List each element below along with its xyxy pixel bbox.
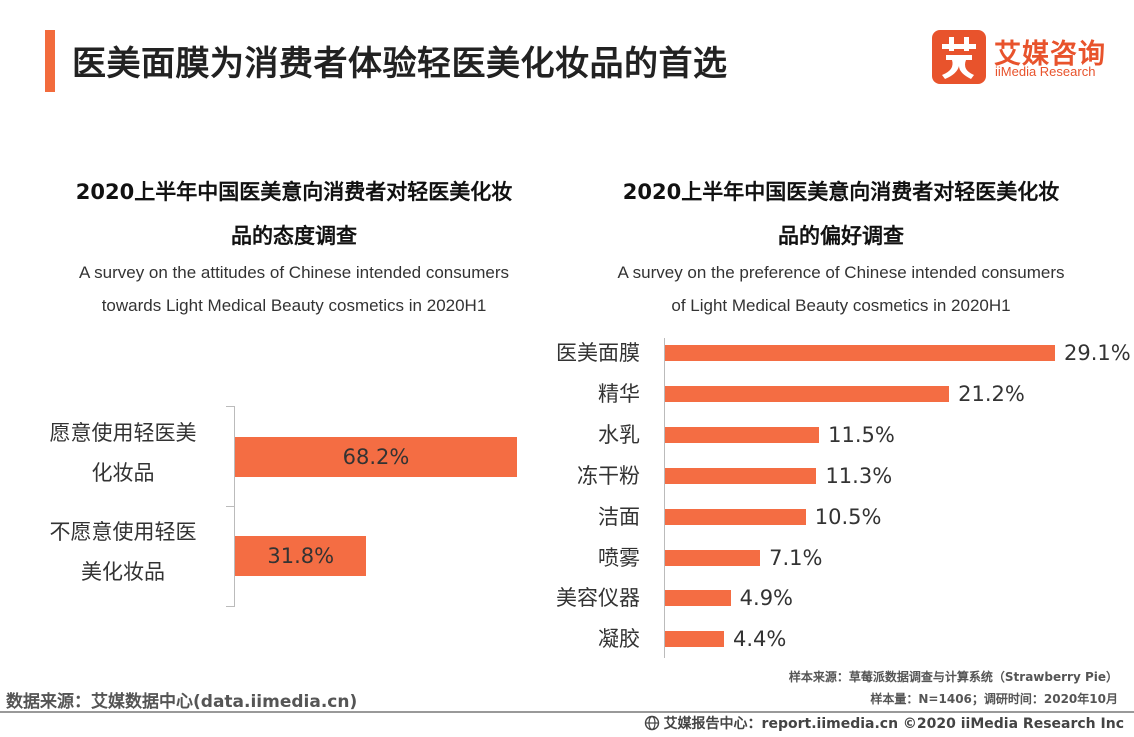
right-chart-value-label: 11.3% — [825, 463, 893, 488]
left-chart-subtitle-line-1: A survey on the attitudes of Chinese int… — [79, 263, 509, 282]
right-chart-bar — [665, 590, 731, 607]
brand-logo: 艾媒咨询 iiMedia Research — [932, 30, 1122, 86]
page-title: 医美面膜为消费者体验轻医美化妆品的首选 — [72, 44, 728, 84]
left-chart-category-line: 化妆品 — [91, 461, 155, 485]
right-chart-category-label: 美容仪器 — [556, 586, 640, 611]
right-chart-value-label: 29.1% — [1064, 341, 1131, 365]
footer-divider — [0, 711, 1134, 713]
right-chart-category-label: 凝胶 — [598, 627, 640, 652]
left-chart-value-label: 31.8% — [267, 544, 335, 568]
right-chart-bar — [665, 549, 761, 566]
right-chart-bar — [665, 426, 820, 443]
footer-text: 艾媒报告中心：report.iimedia.cn ©2020 iiMedia R… — [663, 716, 1124, 732]
right-chart-category-label: 医美面膜 — [556, 341, 640, 365]
logo-mark-icon — [932, 30, 986, 84]
right-chart-subtitle-line-1: A survey on the preference of Chinese in… — [617, 263, 1065, 282]
logo-cn-text: 艾媒咨询 — [994, 39, 1106, 70]
left-chart-title: 2020上半年中国医美意向消费者对轻医美化妆 品的态度调查 — [20, 170, 568, 258]
right-chart-bar — [665, 345, 1055, 361]
right-chart-axis — [664, 338, 665, 658]
right-chart-category-label: 精华 — [598, 381, 640, 406]
right-chart-subtitle: A survey on the preference of Chinese in… — [568, 256, 1114, 322]
sample-size-note: 样本量：N=1406；调研时间：2020年10月 — [870, 692, 1118, 706]
right-chart-category-label: 喷雾 — [598, 545, 640, 570]
left-chart-bar — [235, 536, 367, 576]
right-chart-category-label: 洁面 — [598, 504, 640, 529]
left-chart-title-line-2: 品的态度调查 — [231, 224, 357, 248]
right-chart-value-label: 4.4% — [732, 627, 787, 652]
left-chart-tick — [226, 606, 235, 607]
globe-icon — [644, 715, 659, 731]
left-chart-category-line: 愿意使用轻医美 — [49, 421, 197, 445]
right-chart-title-line-1: 2020上半年中国医美意向消费者对轻医美化妆 — [622, 180, 1060, 204]
left-chart-category-label: 不愿意使用轻医 美化妆品 — [28, 512, 218, 592]
left-chart-category-line: 不愿意使用轻医 — [49, 520, 197, 544]
right-chart-title: 2020上半年中国医美意向消费者对轻医美化妆 品的偏好调查 — [568, 170, 1114, 258]
left-chart-category-label: 愿意使用轻医美 化妆品 — [28, 413, 218, 493]
sample-source-note: 样本来源：草莓派数据调查与计算系统（Strawberry Pie） — [788, 670, 1118, 684]
left-chart-title-line-1: 2020上半年中国医美意向消费者对轻医美化妆 — [75, 180, 513, 204]
left-chart-bar — [235, 437, 517, 477]
right-chart-value-label: 10.5% — [814, 504, 882, 529]
left-chart-subtitle-line-2: towards Light Medical Beauty cosmetics i… — [101, 296, 487, 315]
right-chart-bar — [665, 631, 724, 648]
data-source: 数据来源：艾媒数据中心(data.iimedia.cn) — [6, 692, 358, 712]
right-chart-bar — [665, 508, 806, 525]
right-chart-value-label: 11.5% — [828, 422, 895, 447]
right-chart-category-label: 冻干粉 — [577, 463, 640, 488]
right-chart-value-label: 21.2% — [958, 381, 1025, 406]
right-chart-value-label: 4.9% — [739, 586, 794, 611]
left-chart-subtitle: A survey on the attitudes of Chinese int… — [20, 256, 568, 322]
right-chart-category-label: 水乳 — [598, 422, 640, 447]
left-chart-value-label: 68.2% — [342, 445, 410, 469]
left-chart-tick — [226, 506, 235, 507]
left-chart-tick — [226, 406, 235, 407]
footer: 艾媒报告中心：report.iimedia.cn ©2020 iiMedia R… — [644, 713, 1124, 733]
right-chart-bar — [665, 385, 950, 402]
left-chart-category-line: 美化妆品 — [81, 560, 165, 584]
logo-en-text: iiMedia Research — [995, 64, 1096, 79]
title-accent-bar — [45, 30, 55, 92]
right-chart-subtitle-line-2: of Light Medical Beauty cosmetics in 202… — [671, 296, 1011, 315]
right-chart-title-line-2: 品的偏好调查 — [778, 224, 904, 248]
right-chart-value-label: 7.1% — [769, 545, 823, 570]
right-chart-bar — [665, 467, 817, 484]
